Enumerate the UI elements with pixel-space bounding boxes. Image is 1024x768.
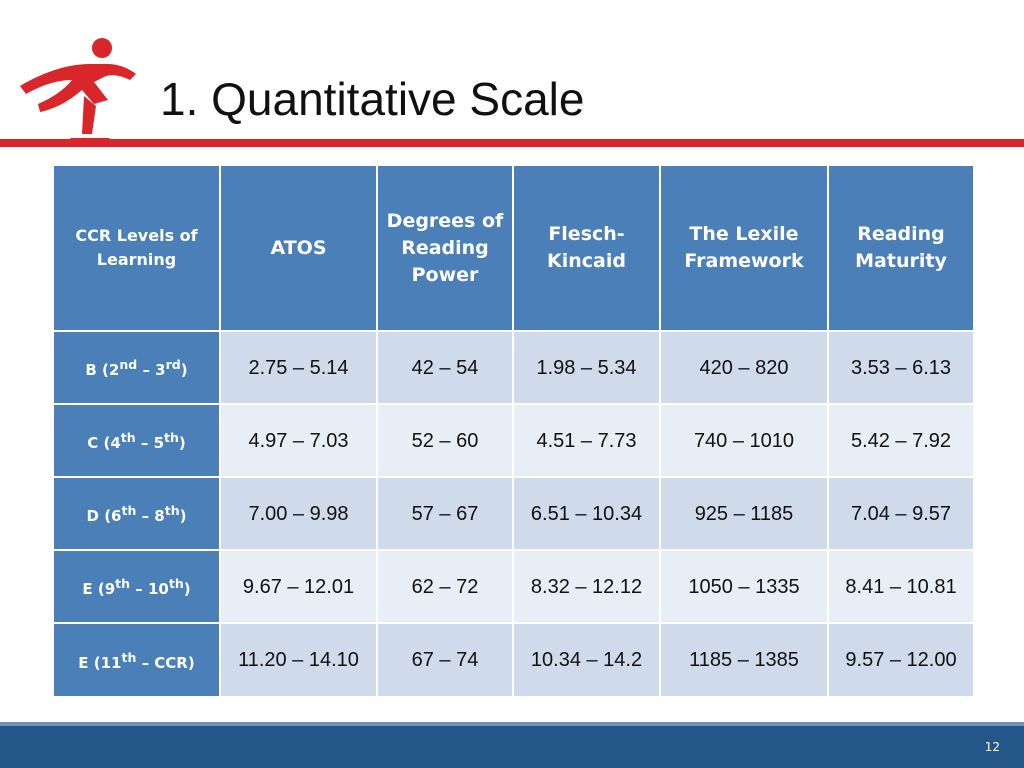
table-row: B (2nd – 3rd) 2.75 – 5.14 42 – 54 1.98 –… (52, 330, 975, 405)
header-lexile-framework: The Lexile Framework (659, 164, 829, 332)
level-cell: D (6th – 8th) (52, 476, 221, 551)
drp-cell: 57 – 67 (376, 476, 514, 551)
quantitative-scale-table: CCR Levels of Learning ATOS Degrees of R… (52, 164, 975, 698)
flesch-kincaid-cell: 4.51 – 7.73 (512, 403, 661, 478)
atos-cell: 7.00 – 9.98 (219, 476, 378, 551)
header-flesch-kincaid: Flesch-Kincaid (512, 164, 661, 332)
atos-cell: 11.20 – 14.10 (219, 622, 378, 698)
header-reading-maturity: Reading Maturity (827, 164, 975, 332)
title-rule (0, 139, 1024, 147)
level-cell: E (9th – 10th) (52, 549, 221, 624)
lexile-cell: 1185 – 1385 (659, 622, 829, 698)
table-row: E (9th – 10th) 9.67 – 12.01 62 – 72 8.32… (52, 549, 975, 624)
table-row: D (6th – 8th) 7.00 – 9.98 57 – 67 6.51 –… (52, 476, 975, 551)
footer-bar (0, 726, 1024, 768)
page-number: 12 (984, 740, 1000, 754)
drp-cell: 67 – 74 (376, 622, 514, 698)
reading-maturity-cell: 7.04 – 9.57 (827, 476, 975, 551)
level-cell: B (2nd – 3rd) (52, 330, 221, 405)
atos-cell: 2.75 – 5.14 (219, 330, 378, 405)
atos-cell: 9.67 – 12.01 (219, 549, 378, 624)
flesch-kincaid-cell: 10.34 – 14.2 (512, 622, 661, 698)
lexile-cell: 1050 – 1335 (659, 549, 829, 624)
level-cell: E (11th – CCR) (52, 622, 221, 698)
drp-cell: 52 – 60 (376, 403, 514, 478)
flesch-kincaid-cell: 1.98 – 5.34 (512, 330, 661, 405)
header-atos: ATOS (219, 164, 378, 332)
drp-cell: 42 – 54 (376, 330, 514, 405)
reading-maturity-cell: 8.41 – 10.81 (827, 549, 975, 624)
running-figure-icon (20, 38, 136, 144)
reading-maturity-cell: 9.57 – 12.00 (827, 622, 975, 698)
table-row: E (11th – CCR) 11.20 – 14.10 67 – 74 10.… (52, 622, 975, 698)
header-degrees-of-reading-power: Degrees of Reading Power (376, 164, 514, 332)
footer-rule (0, 722, 1024, 726)
slide-title: 1. Quantitative Scale (160, 73, 585, 125)
flesch-kincaid-cell: 6.51 – 10.34 (512, 476, 661, 551)
table-row: C (4th – 5th) 4.97 – 7.03 52 – 60 4.51 –… (52, 403, 975, 478)
header-ccr-levels: CCR Levels of Learning (52, 164, 221, 332)
reading-maturity-cell: 3.53 – 6.13 (827, 330, 975, 405)
lexile-cell: 740 – 1010 (659, 403, 829, 478)
level-cell: C (4th – 5th) (52, 403, 221, 478)
flesch-kincaid-cell: 8.32 – 12.12 (512, 549, 661, 624)
drp-cell: 62 – 72 (376, 549, 514, 624)
lexile-cell: 420 – 820 (659, 330, 829, 405)
reading-maturity-cell: 5.42 – 7.92 (827, 403, 975, 478)
atos-cell: 4.97 – 7.03 (219, 403, 378, 478)
table-header-row: CCR Levels of Learning ATOS Degrees of R… (52, 164, 975, 332)
lexile-cell: 925 – 1185 (659, 476, 829, 551)
